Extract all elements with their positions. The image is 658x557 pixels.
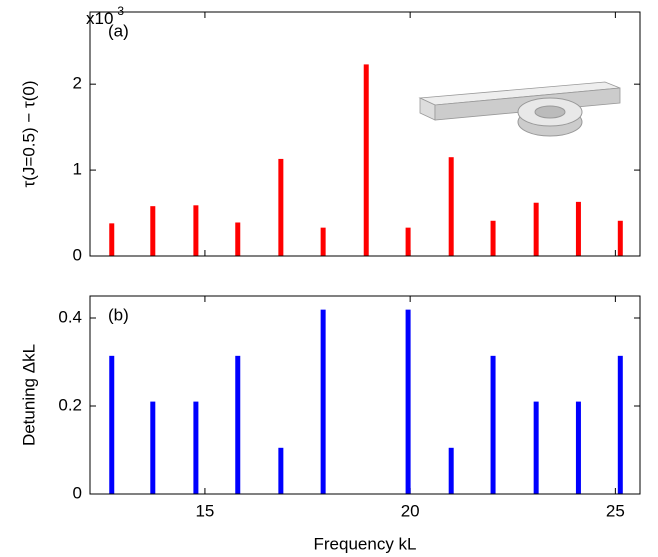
bar	[405, 227, 411, 256]
bar	[109, 355, 115, 494]
bar	[533, 202, 539, 256]
bar	[533, 401, 539, 494]
bar	[150, 401, 156, 494]
multiplier-exponent: -3	[113, 4, 124, 18]
bar	[405, 309, 411, 494]
panel-label: (b)	[108, 305, 129, 324]
y-multiplier: x10-3	[86, 4, 124, 28]
bar	[490, 220, 496, 256]
bar	[278, 447, 284, 494]
x-axis-label: Frequency kL	[314, 534, 417, 553]
x-tick-label: 15	[195, 501, 214, 520]
bar	[278, 158, 284, 256]
bar	[363, 64, 369, 256]
bar	[575, 201, 581, 256]
bar	[320, 227, 326, 256]
panel: 0 1 2 (a) τ(J=0.5) − τ(0) x10-3	[19, 4, 641, 264]
plot-frame	[89, 11, 641, 257]
bar	[575, 401, 581, 494]
bar	[490, 355, 496, 494]
y-tick-label: 1	[73, 160, 82, 179]
bar	[150, 206, 156, 256]
y-tick-label: 0	[73, 245, 82, 264]
panel: 0 0.2 0.4 15 20 25 (b) Detuning ΔkL Frequency kL	[19, 295, 641, 553]
bar	[320, 309, 326, 494]
bar	[617, 355, 623, 494]
bar	[617, 220, 623, 256]
plot-frame	[89, 295, 641, 495]
bar	[448, 447, 454, 494]
x-tick-label: 20	[401, 501, 420, 520]
multiplier-base: x10	[86, 9, 113, 28]
bar	[448, 157, 454, 256]
y-tick-label: 2	[73, 74, 82, 93]
y-axis-label: Detuning ΔkL	[19, 344, 38, 446]
panel-label: (a)	[108, 21, 129, 40]
bar	[109, 223, 115, 256]
bar	[193, 401, 199, 494]
x-tick-label: 25	[606, 501, 625, 520]
inset-illustration	[418, 81, 621, 137]
y-tick-label: 0.2	[58, 395, 82, 414]
bar	[235, 355, 241, 494]
y-tick-label: 0.4	[58, 307, 82, 326]
bar	[235, 222, 241, 256]
y-tick-label: 0	[73, 483, 82, 502]
y-axis-label: τ(J=0.5) − τ(0)	[19, 81, 38, 188]
bar	[193, 205, 199, 256]
